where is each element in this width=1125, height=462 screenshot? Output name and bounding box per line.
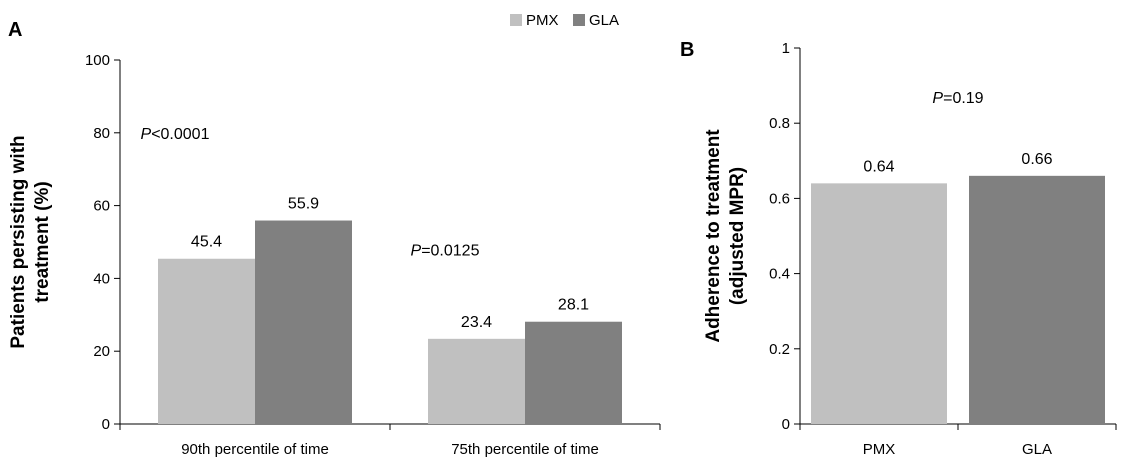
panel-b-label: B xyxy=(680,39,694,61)
legend-label-pmx: PMX xyxy=(526,12,559,29)
panel-b-annotations: P=0.19 xyxy=(932,90,983,107)
bar-gla-2 xyxy=(525,321,622,424)
y-tick-label: 1 xyxy=(782,40,790,57)
data-label: 0.66 xyxy=(1021,151,1052,168)
y-tick-label: 20 xyxy=(93,343,110,360)
panel-b-ylabel-line2: (adjusted MPR) xyxy=(727,167,748,305)
x-category-label: PMX xyxy=(863,441,896,458)
x-category-label: 90th percentile of time xyxy=(181,441,329,458)
panel-b: B Adherence to treatment (adjusted MPR) … xyxy=(680,39,1117,458)
data-label: 28.1 xyxy=(558,297,589,314)
bar-pmx xyxy=(811,183,947,424)
panel-b-ylabel-line1: Adherence to treatment xyxy=(703,129,724,343)
bar-gla-1 xyxy=(255,220,352,424)
y-tick-label: 100 xyxy=(85,52,110,69)
bar-pmx-1 xyxy=(158,258,255,424)
p-value-annotation: P=0.19 xyxy=(932,90,983,107)
y-tick-label: 60 xyxy=(93,198,110,215)
p-symbol: P xyxy=(141,126,152,143)
legend-swatch-gla xyxy=(573,14,585,26)
y-tick-label: 0.8 xyxy=(769,115,790,132)
p-value-text: =0.0125 xyxy=(421,242,479,259)
y-tick-label: 0.6 xyxy=(769,190,790,207)
data-label: 23.4 xyxy=(461,314,492,331)
y-tick-label: 0.2 xyxy=(769,341,790,358)
legend: PMX GLA xyxy=(510,12,619,29)
bar-pmx-2 xyxy=(428,338,525,424)
panel-a-ylabel-line1: Patients persisting with xyxy=(8,135,29,348)
legend-swatch-pmx xyxy=(510,14,522,26)
p-value-annotation: P=0.0125 xyxy=(411,242,480,259)
p-value-text: <0.0001 xyxy=(151,126,209,143)
p-value-text: =0.19 xyxy=(943,90,984,107)
panel-a-label: A xyxy=(8,19,22,41)
y-tick-label: 0 xyxy=(102,416,110,433)
y-tick-label: 0 xyxy=(782,416,790,433)
y-tick-label: 80 xyxy=(93,125,110,142)
y-tick-label: 40 xyxy=(93,270,110,287)
panel-b-bars: 0.64 PMX 0.66 GLA xyxy=(811,151,1105,458)
p-symbol: P xyxy=(411,242,422,259)
panel-a-bars: 90th percentile of time 45.4 55.9 75th perc… xyxy=(158,196,622,458)
y-tick-label: 0.4 xyxy=(769,266,790,283)
panel-a-ylabel-line2: treatment (%) xyxy=(32,181,53,302)
bar-gla xyxy=(969,175,1105,424)
data-label: 0.64 xyxy=(863,158,894,175)
p-symbol: P xyxy=(932,90,943,107)
x-category-label: 75th percentile of time xyxy=(451,441,599,458)
legend-label-gla: GLA xyxy=(589,12,619,29)
panel-a: A Patients persisting with treatment (%)… xyxy=(8,12,661,458)
data-label: 55.9 xyxy=(288,196,319,213)
x-category-label: GLA xyxy=(1022,441,1052,458)
data-label: 45.4 xyxy=(191,234,222,251)
p-value-annotation: P<0.0001 xyxy=(141,126,210,143)
